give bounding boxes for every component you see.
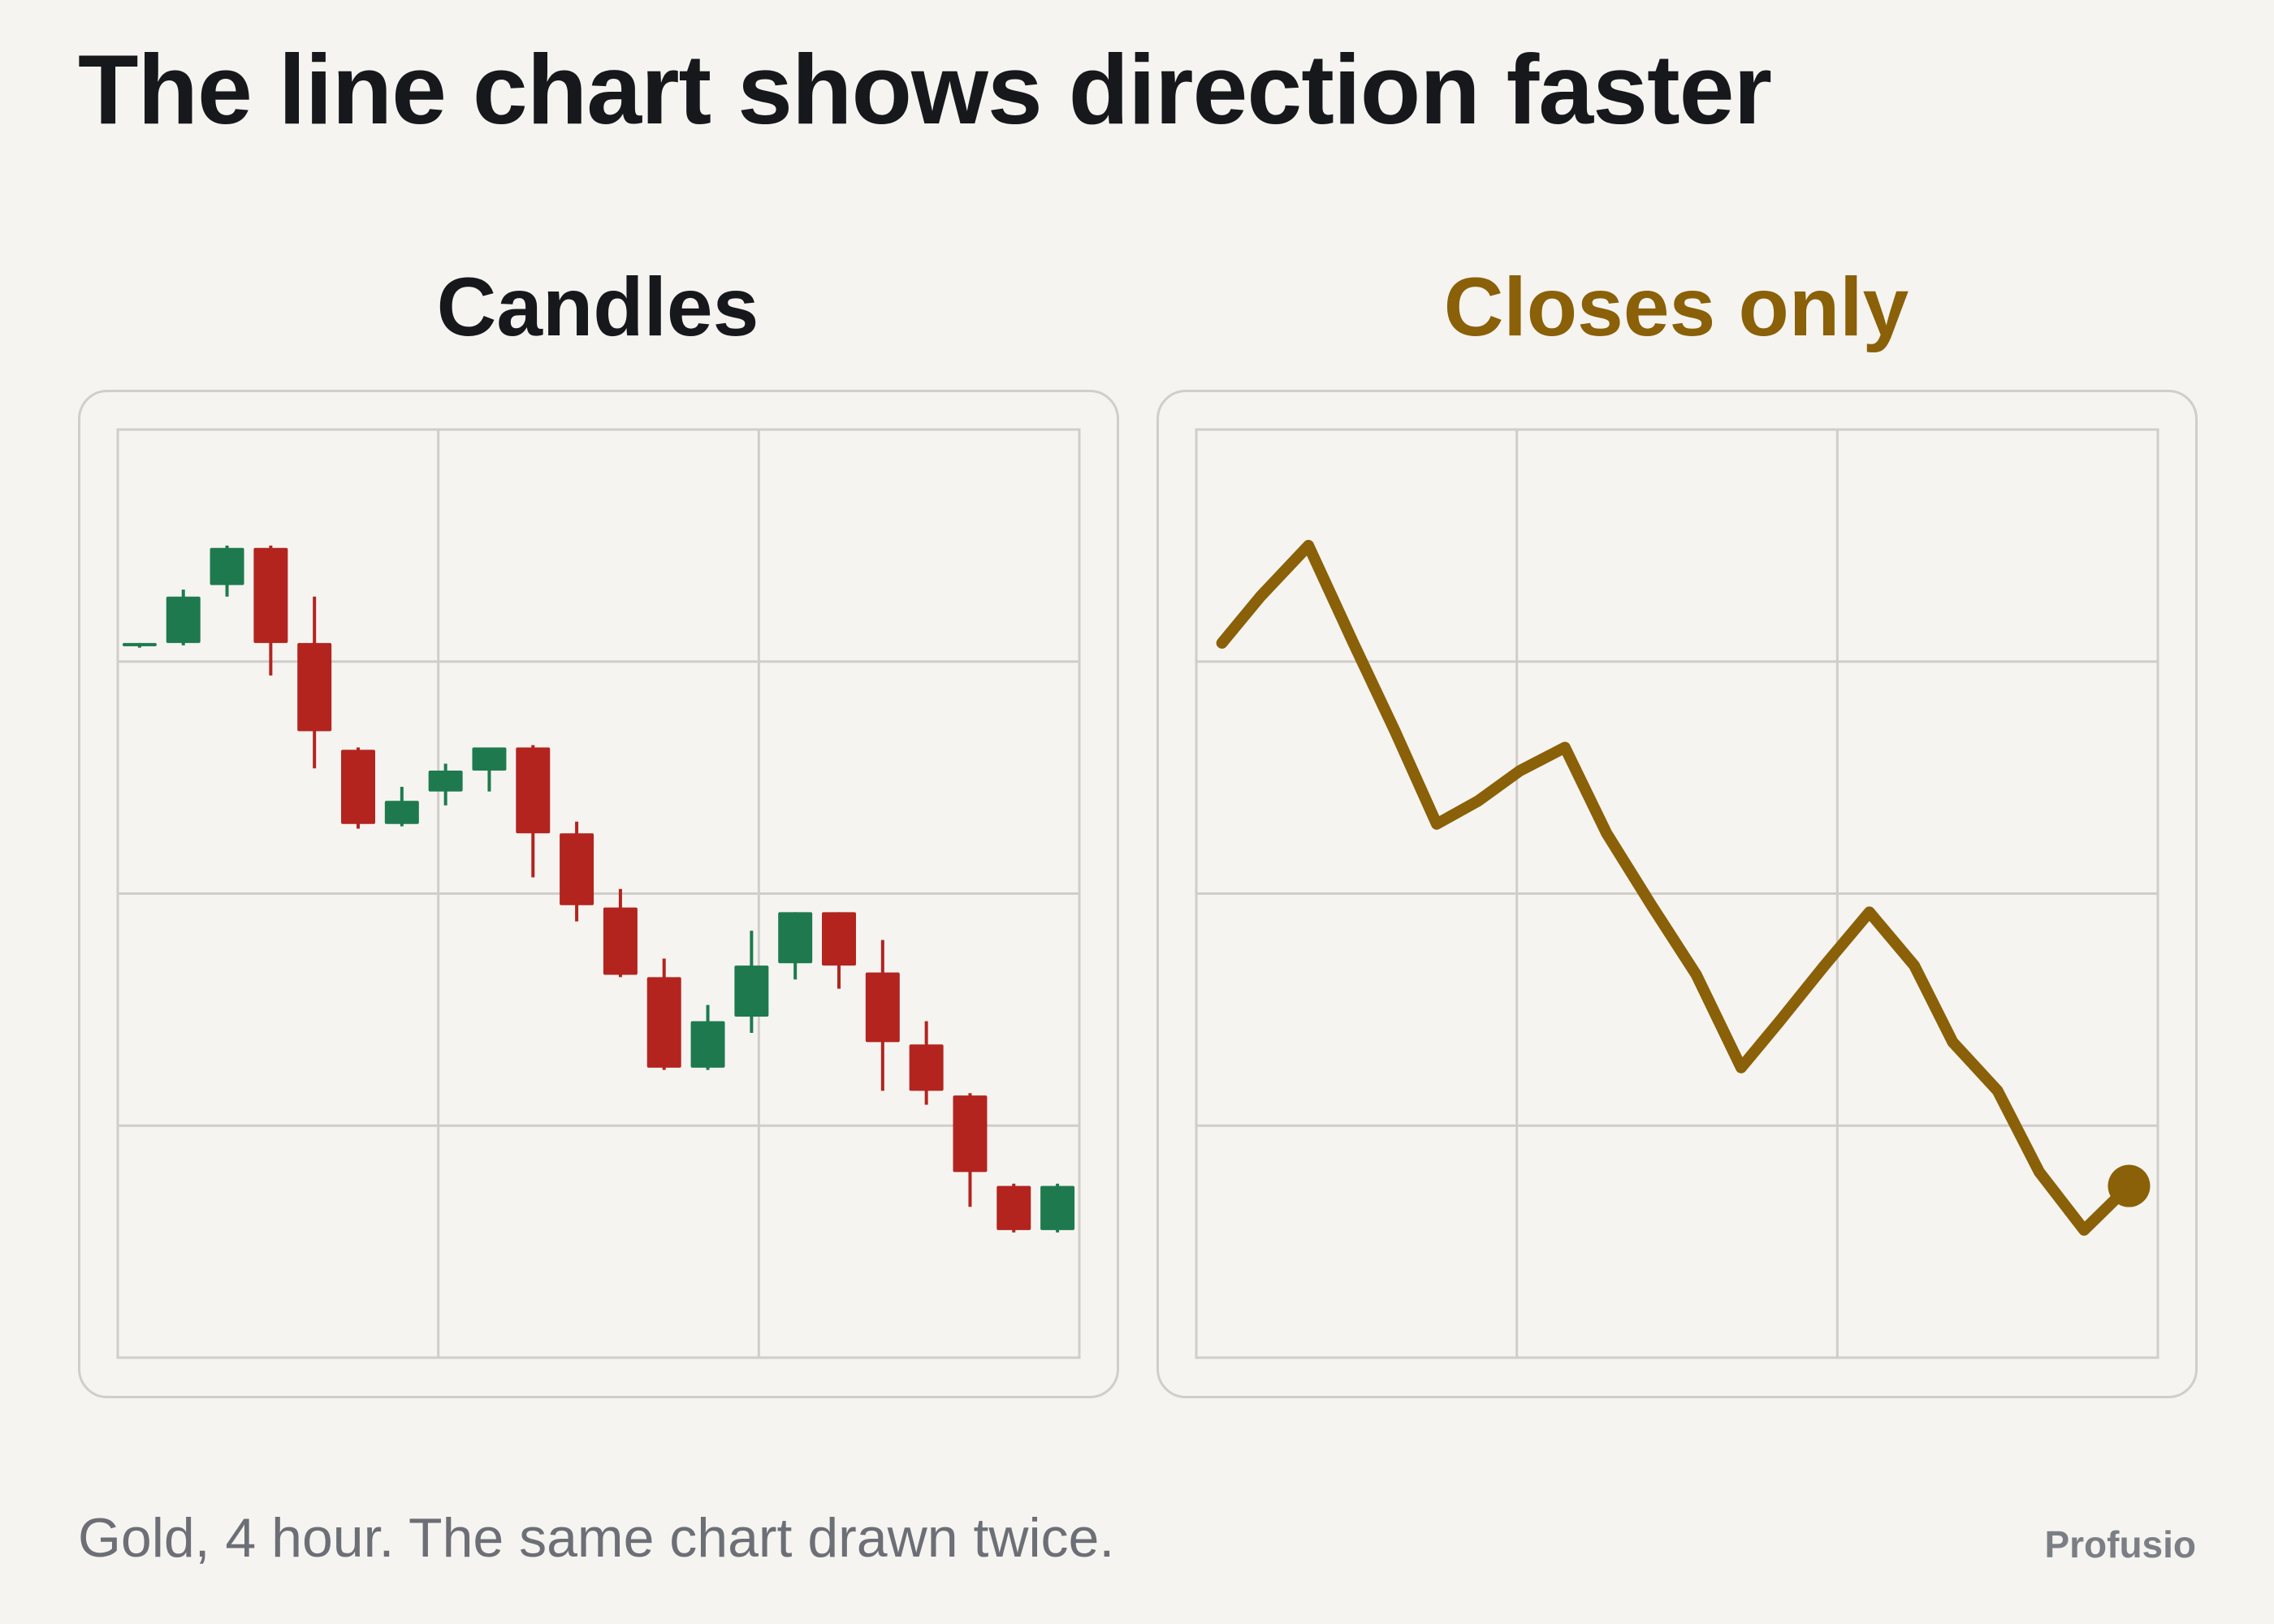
candle-down (909, 1021, 944, 1105)
candle-body (297, 642, 332, 732)
closes-panel-title: Closes only (1443, 261, 1909, 353)
candle-down (560, 821, 594, 922)
candle-body (822, 912, 856, 966)
candle-up (210, 545, 244, 597)
candle-body (341, 749, 375, 824)
line-chart (1195, 428, 2159, 1359)
candle-down (953, 1093, 988, 1207)
candle-body (603, 907, 638, 975)
candle-down (646, 958, 681, 1070)
candle-body (472, 747, 507, 771)
candle-up (690, 1004, 725, 1070)
chart-title: The line chart shows direction faster (78, 34, 1772, 145)
candle-down (865, 939, 900, 1091)
candle-body (646, 977, 681, 1068)
plot-frame (116, 428, 1081, 1359)
candles (122, 545, 1075, 1233)
brand-logo: Profusio (2044, 1523, 2196, 1566)
candle-body (428, 771, 463, 792)
candlestick-chart (116, 428, 1081, 1359)
candle-down (341, 747, 375, 829)
candle-body (690, 1021, 725, 1068)
candle-up (166, 590, 201, 646)
candle-body (953, 1095, 988, 1173)
footnote: Gold, 4 hour. The same chart drawn twice… (78, 1507, 1115, 1569)
candle-body (996, 1186, 1031, 1230)
candle-down (253, 545, 288, 676)
candle-body (1040, 1186, 1075, 1230)
candle-body (516, 747, 551, 834)
candle-body (384, 801, 419, 824)
candles-panel (78, 390, 1119, 1398)
candles-panel-title: Candles (436, 261, 759, 353)
grid (116, 428, 1081, 1359)
candle-up (734, 931, 769, 1033)
candle-body (778, 912, 813, 964)
candle-down (297, 596, 332, 769)
closes-panel (1156, 390, 2198, 1398)
candle-body (253, 547, 288, 643)
grid (1195, 428, 2159, 1359)
last-close-marker (2108, 1164, 2151, 1207)
candle-body (122, 642, 157, 646)
candle-body (560, 833, 594, 905)
candle-up (122, 642, 157, 648)
candle-up (428, 763, 463, 806)
candle-body (210, 547, 244, 585)
candle-up (1040, 1183, 1075, 1233)
plot-frame (1195, 428, 2159, 1359)
candle-body (909, 1044, 944, 1091)
closes-line (1216, 539, 2135, 1236)
candle-down (516, 745, 551, 878)
candle-up (778, 912, 813, 980)
candle-body (865, 972, 900, 1043)
candle-up (472, 747, 507, 792)
candle-down (996, 1183, 1031, 1233)
candle-body (734, 965, 769, 1017)
candle-down (822, 912, 856, 989)
candle-up (384, 787, 419, 827)
candle-body (166, 596, 201, 643)
candle-down (603, 888, 638, 978)
